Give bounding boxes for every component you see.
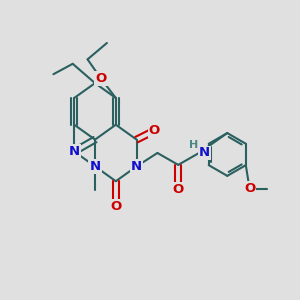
- Text: O: O: [172, 183, 184, 196]
- Text: N: N: [199, 146, 210, 160]
- Text: N: N: [69, 145, 80, 158]
- Text: N: N: [89, 160, 100, 173]
- Text: O: O: [244, 182, 255, 195]
- Text: O: O: [95, 72, 106, 85]
- Text: N: N: [131, 160, 142, 173]
- Text: O: O: [110, 200, 122, 213]
- Text: H: H: [189, 140, 198, 150]
- Text: O: O: [149, 124, 160, 137]
